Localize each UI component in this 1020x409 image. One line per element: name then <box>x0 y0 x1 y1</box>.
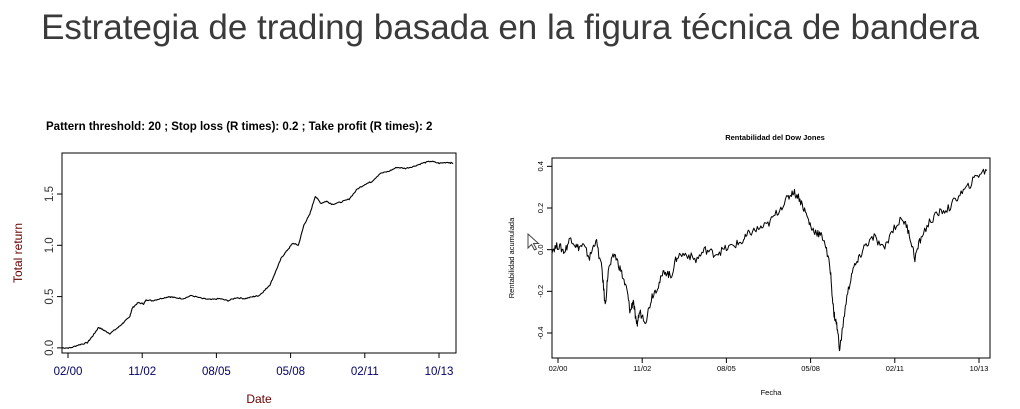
chart-0-x-tick-label: 02/11 <box>351 366 379 378</box>
chart-0-x-axis-label: Date <box>246 392 272 406</box>
chart-1-y-tick-label: -0.2 <box>536 285 545 298</box>
chart-0-x-tick-label: 05/08 <box>276 366 305 378</box>
chart-0-x-tick-label: 11/02 <box>128 366 156 378</box>
chart-1-y-axis-label: Rentabilidad acumulada <box>507 217 516 298</box>
chart-0-x-tick-label: 02/00 <box>54 366 83 378</box>
chart-0-series-line <box>61 160 454 349</box>
chart-0-plot-frame <box>61 152 457 354</box>
chart-1-y-tick-label: 0.4 <box>536 161 545 171</box>
chart-0-x-tick-label: 08/05 <box>202 366 231 378</box>
chart-1-x-tick-label: 08/05 <box>717 364 736 373</box>
chart-1-plot-frame <box>551 157 991 359</box>
chart-0-y-axis-label: Total return <box>11 223 25 283</box>
chart-0-x-tick-label: 10/13 <box>425 366 454 378</box>
mouse-cursor-icon <box>527 233 540 251</box>
chart-1-x-tick-label: 11/02 <box>633 364 651 373</box>
chart-total-return: Pattern threshold: 20 ; Stop loss (R tim… <box>11 121 457 406</box>
chart-1-x-tick-label: 02/00 <box>549 364 568 373</box>
chart-1-x-tick-label: 02/11 <box>886 364 904 373</box>
chart-0-y-tick-label: 0.0 <box>44 340 56 356</box>
chart-1-x-axis-label: Fecha <box>761 388 783 397</box>
chart-1-series-line <box>551 168 988 352</box>
slide-title: Estrategia de trading basada en la figur… <box>41 8 979 47</box>
chart-1-x-tick-label: 10/13 <box>970 364 989 373</box>
chart-1-y-tick-label: -0.4 <box>536 327 545 340</box>
chart-1-x-tick-label: 05/08 <box>801 364 820 373</box>
chart-0-y-tick-label: 1.5 <box>44 186 56 202</box>
chart-1-y-tick-label: 0.0 <box>536 244 545 254</box>
chart-0-y-tick-label: 1.0 <box>44 237 56 253</box>
chart-1-y-tick-label: 0.2 <box>536 203 545 213</box>
chart-dow-jones-return: Rentabilidad del Dow Jones -0.4 -0.2 0.0 0.2… <box>507 133 991 397</box>
chart-1-title: Rentabilidad del Dow Jones <box>725 133 825 142</box>
chart-0-title: Pattern threshold: 20 ; Stop loss (R tim… <box>46 121 432 133</box>
chart-0-y-tick-label: 0.5 <box>44 289 56 305</box>
